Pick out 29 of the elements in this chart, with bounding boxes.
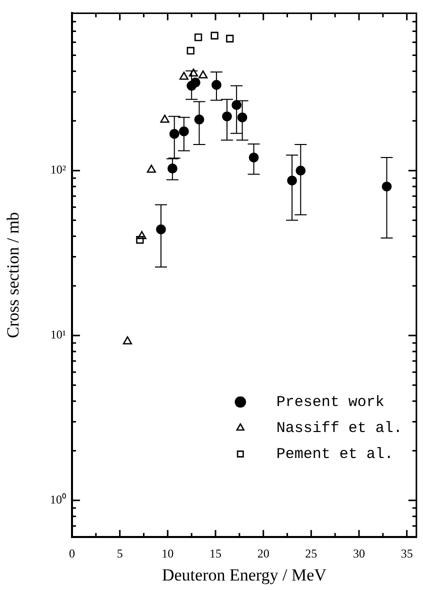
point <box>210 32 218 40</box>
x-tick-label: 10 <box>162 546 174 560</box>
x-tick-label: 20 <box>257 546 270 560</box>
point <box>179 72 188 80</box>
legend-label: Nassiff et al. <box>276 420 402 437</box>
point <box>122 336 132 344</box>
x-axis-title: Deuteron Energy / MeV <box>162 565 328 584</box>
x-tick-label: 30 <box>353 546 366 560</box>
point <box>146 164 156 173</box>
y-tick-label: 10² <box>50 162 66 177</box>
x-tick-label: 15 <box>210 546 222 560</box>
x-tick-label: 5 <box>116 546 123 560</box>
point <box>188 68 198 77</box>
y-tick-label: 10⁰ <box>50 492 66 507</box>
point <box>137 231 146 240</box>
point <box>194 33 202 42</box>
point <box>190 78 200 88</box>
x-tick-label: 35 <box>400 546 413 560</box>
point <box>186 46 194 55</box>
point <box>160 114 170 123</box>
y-tick-label: 10¹ <box>50 328 66 342</box>
y-axis-title: Cross section / mb <box>4 212 23 338</box>
legend-label: Present work <box>276 394 384 411</box>
legend-label: Pement et al. <box>276 446 394 463</box>
x-tick-label: 0 <box>69 546 75 560</box>
point <box>198 70 208 78</box>
point <box>226 34 234 42</box>
point <box>136 236 144 244</box>
x-tick-label: 25 <box>305 546 318 560</box>
